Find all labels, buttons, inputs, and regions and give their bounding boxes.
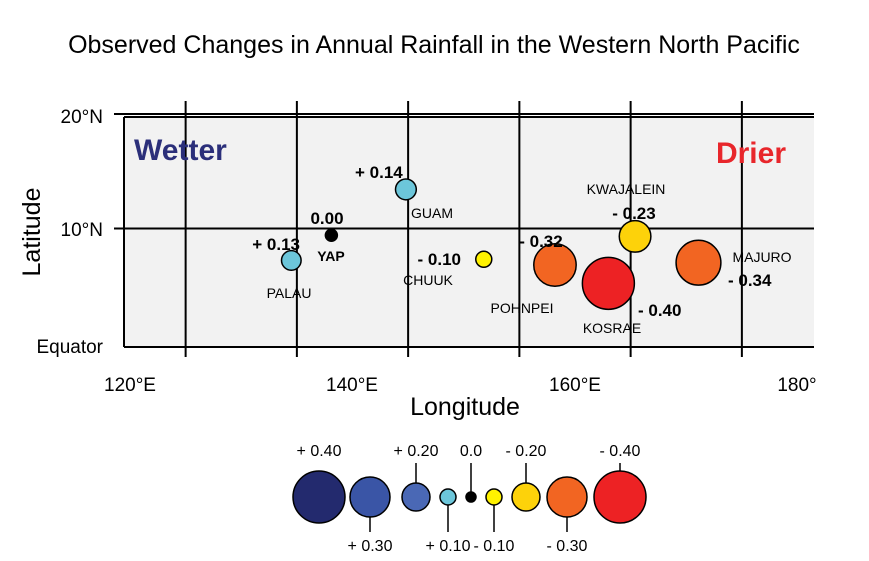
- chart-title: Observed Changes in Annual Rainfall in t…: [68, 31, 800, 59]
- legend-label: + 0.40: [297, 443, 342, 460]
- x-tick-label: 180°: [777, 375, 816, 396]
- legend-circle: [349, 476, 391, 518]
- station-marker-pohnpei: [533, 243, 577, 287]
- wetter-label: Wetter: [134, 134, 227, 167]
- y-tick-label: 10°N: [61, 220, 103, 241]
- map-panel: [124, 117, 814, 347]
- legend-circle: [511, 482, 541, 512]
- x-axis-label: Longitude: [410, 393, 520, 421]
- x-ticks: 120°E 140°E 160°E 180°: [104, 375, 817, 396]
- station-name-guam: GUAM: [411, 205, 453, 221]
- y-ticks: 20°N 10°N Equator: [36, 107, 103, 358]
- y-tick-label: 20°N: [61, 107, 103, 128]
- legend-circle: [465, 491, 477, 503]
- station-value-yap: 0.00: [310, 209, 343, 228]
- station-value-palau: + 0.13: [252, 235, 300, 254]
- station-value-pohnpei: - 0.32: [519, 232, 562, 251]
- legend-label: + 0.10: [426, 538, 471, 555]
- station-marker-kosrae: [581, 256, 636, 311]
- legend-label: - 0.20: [506, 443, 547, 460]
- station-value-kosrae: - 0.40: [638, 301, 681, 320]
- legend-circle: [593, 470, 647, 524]
- station-name-majuro: MAJURO: [732, 249, 791, 265]
- legend-label: + 0.20: [394, 443, 439, 460]
- legend-label: - 0.10: [474, 538, 515, 555]
- legend-label: + 0.30: [348, 538, 393, 555]
- drier-label: Drier: [716, 137, 786, 170]
- station-marker-palau: [280, 249, 302, 271]
- legend-circle: [485, 488, 503, 506]
- y-axis-label: Latitude: [18, 188, 46, 277]
- station-name-pohnpei: POHNPEI: [490, 300, 553, 316]
- station-value-majuro: - 0.34: [728, 271, 772, 290]
- size-legend: + 0.40 + 0.30 + 0.20 + 0.10 0.0 - 0.10 - 0.20 -…: [292, 443, 647, 555]
- station-name-yap: YAP: [317, 248, 345, 264]
- legend-label: - 0.40: [600, 443, 641, 460]
- station-value-guam: + 0.14: [355, 163, 403, 182]
- station-marker-guam: [394, 178, 418, 201]
- x-tick-label: 160°E: [549, 375, 601, 396]
- legend-label: - 0.30: [547, 538, 588, 555]
- station-value-kwajalein: - 0.23: [612, 204, 655, 223]
- legend-label: 0.0: [460, 443, 482, 460]
- station-marker-chuuk: [475, 250, 493, 269]
- station-name-kosrae: KOSRAE: [583, 320, 641, 336]
- legend-circle: [401, 482, 431, 512]
- legend-circle: [292, 470, 346, 524]
- legend-circle: [546, 476, 588, 518]
- station-markers: PALAU + 0.13 YAP 0.00 GUAM + 0.14 CHUUK - 0.10 P…: [252, 163, 791, 336]
- station-marker-majuro: [675, 239, 722, 286]
- station-marker-kwajalein: [618, 219, 652, 253]
- y-tick-label: Equator: [36, 337, 103, 358]
- station-name-chuuk: CHUUK: [403, 272, 453, 288]
- station-marker-yap: [324, 228, 339, 242]
- legend-circle: [439, 488, 457, 506]
- x-tick-label: 120°E: [104, 375, 156, 396]
- station-value-chuuk: - 0.10: [418, 250, 461, 269]
- x-tick-label: 140°E: [326, 375, 378, 396]
- station-name-kwajalein: KWAJALEIN: [587, 181, 666, 197]
- station-name-palau: PALAU: [267, 285, 312, 301]
